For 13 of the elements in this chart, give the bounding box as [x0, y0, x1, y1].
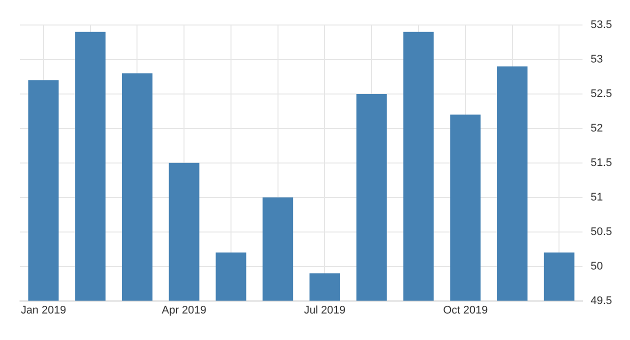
y-tick-label: 52	[590, 122, 603, 134]
y-tick-label: 51.5	[590, 156, 612, 169]
x-tick-label: Oct 2019	[443, 304, 488, 316]
y-tick-label: 50.5	[590, 226, 612, 238]
y-tick-label: 53	[590, 54, 603, 66]
x-tick-label: Jan 2019	[20, 304, 66, 316]
y-tick-label: 50	[590, 260, 603, 272]
y-tick-label: 53.5	[590, 19, 612, 32]
y-tick-label: 51	[590, 191, 603, 204]
x-tick-label: Jul 2019	[304, 304, 346, 316]
x-tick-label: Apr 2019	[162, 304, 206, 316]
y-tick-label: 49.5	[590, 294, 612, 307]
y-tick-label: 52.5	[590, 88, 612, 100]
